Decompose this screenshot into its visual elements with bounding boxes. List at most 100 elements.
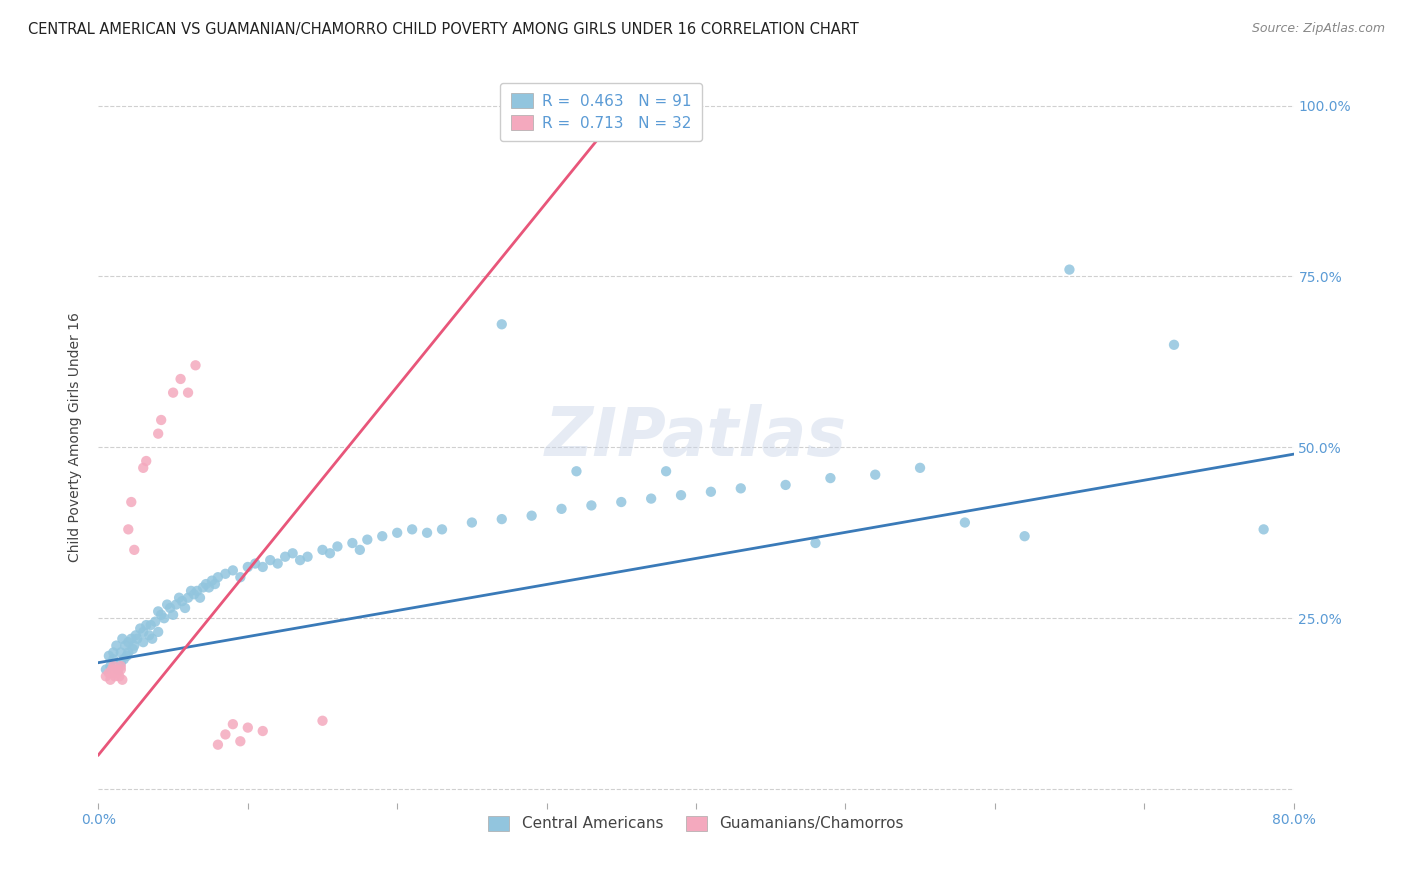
Point <box>115 648 138 663</box>
Point <box>207 738 229 752</box>
Point <box>121 642 143 657</box>
Point <box>103 659 125 673</box>
Point <box>103 645 125 659</box>
Point <box>311 542 333 557</box>
Point <box>371 529 394 543</box>
Point <box>139 618 162 632</box>
Point <box>188 591 211 605</box>
Point <box>356 533 378 547</box>
Point <box>204 577 226 591</box>
Point <box>169 372 191 386</box>
Point <box>581 499 603 513</box>
Point <box>700 484 723 499</box>
Point <box>804 536 827 550</box>
Point <box>103 665 125 680</box>
Point <box>195 577 218 591</box>
Point <box>245 557 267 571</box>
Point <box>117 522 139 536</box>
Text: ZIPatlas: ZIPatlas <box>546 404 846 470</box>
Point <box>326 540 349 554</box>
Point <box>156 598 179 612</box>
Point <box>908 460 931 475</box>
Point <box>953 516 976 530</box>
Point <box>172 594 194 608</box>
Point <box>112 652 135 666</box>
Point <box>191 581 214 595</box>
Point <box>117 635 139 649</box>
Point <box>1059 262 1081 277</box>
Point <box>565 464 588 478</box>
Point <box>97 665 120 680</box>
Point <box>177 591 200 605</box>
Point <box>148 604 170 618</box>
Point <box>252 560 274 574</box>
Point <box>107 665 129 680</box>
Point <box>98 673 122 687</box>
Point <box>101 663 124 677</box>
Point <box>430 522 453 536</box>
Point <box>401 522 423 536</box>
Point <box>135 618 157 632</box>
Point <box>222 717 245 731</box>
Point <box>229 734 252 748</box>
Point <box>274 549 297 564</box>
Point <box>159 601 181 615</box>
Point <box>124 639 146 653</box>
Point <box>132 460 155 475</box>
Point <box>281 546 304 560</box>
Point <box>148 624 170 639</box>
Point <box>150 607 173 622</box>
Point <box>236 721 259 735</box>
Point <box>129 622 152 636</box>
Point <box>127 632 149 646</box>
Point <box>103 652 125 666</box>
Point <box>820 471 842 485</box>
Point <box>297 549 319 564</box>
Point <box>865 467 887 482</box>
Point <box>148 426 170 441</box>
Point <box>120 632 142 646</box>
Point <box>97 648 120 663</box>
Point <box>125 628 148 642</box>
Point <box>222 563 245 577</box>
Point <box>416 525 439 540</box>
Point <box>110 656 132 670</box>
Point <box>267 557 290 571</box>
Point <box>104 669 127 683</box>
Point <box>105 663 128 677</box>
Point <box>319 546 342 560</box>
Point <box>655 464 678 478</box>
Point <box>180 583 202 598</box>
Point <box>1163 338 1185 352</box>
Point <box>288 553 311 567</box>
Point <box>198 581 221 595</box>
Point <box>236 560 259 574</box>
Point <box>174 601 197 615</box>
Point <box>114 639 136 653</box>
Y-axis label: Child Poverty Among Girls Under 16: Child Poverty Among Girls Under 16 <box>69 312 83 562</box>
Point <box>186 583 208 598</box>
Point <box>349 542 371 557</box>
Point <box>640 491 662 506</box>
Point <box>132 635 155 649</box>
Point <box>491 512 513 526</box>
Point <box>775 478 797 492</box>
Point <box>110 663 132 677</box>
Point <box>111 673 134 687</box>
Point <box>1014 529 1036 543</box>
Point <box>111 632 134 646</box>
Point <box>201 574 224 588</box>
Point <box>165 598 187 612</box>
Legend: Central Americans, Guamanians/Chamorros: Central Americans, Guamanians/Chamorros <box>481 808 911 839</box>
Point <box>259 553 281 567</box>
Point <box>311 714 333 728</box>
Point <box>135 454 157 468</box>
Point <box>141 632 163 646</box>
Point <box>143 615 166 629</box>
Text: Source: ZipAtlas.com: Source: ZipAtlas.com <box>1251 22 1385 36</box>
Point <box>120 495 142 509</box>
Point <box>108 669 131 683</box>
Point <box>730 481 752 495</box>
Point <box>167 591 190 605</box>
Point <box>1253 522 1275 536</box>
